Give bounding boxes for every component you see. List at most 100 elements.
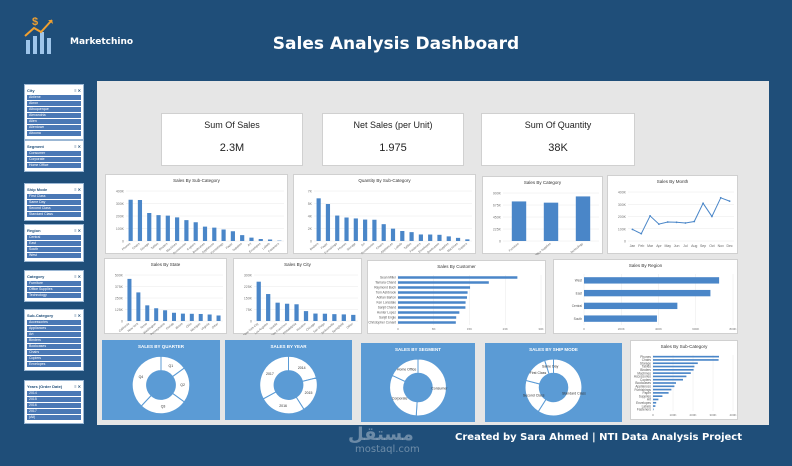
bar[interactable] [398, 296, 467, 299]
line-point[interactable] [702, 202, 704, 205]
chart-sales-by-year[interactable]: SALES BY YEAR 2014 2015 2016 2017 [225, 340, 352, 420]
bar[interactable] [351, 314, 356, 321]
chart-sales-by-quarter[interactable]: SALES BY QUARTER Q1 Q2 Q3 Q4 [102, 340, 220, 420]
slicer-item[interactable]: Same Day [27, 200, 81, 205]
bar[interactable] [216, 315, 221, 321]
line-point[interactable] [631, 228, 634, 231]
line-point[interactable] [711, 215, 713, 218]
slicer-item[interactable]: Central [27, 235, 81, 240]
bar[interactable] [653, 408, 654, 411]
bar[interactable] [156, 215, 161, 241]
bar[interactable] [584, 277, 720, 284]
slicer-item[interactable]: Envelopes [27, 362, 81, 367]
chart-sales-by-sub-category-horizontal[interactable]: Sales By Sub-Category 0 100K 200K 300K 400K Ph… [630, 340, 738, 420]
bar[interactable] [332, 314, 337, 321]
bar[interactable] [136, 292, 141, 321]
bar[interactable] [221, 229, 226, 242]
chart-sales-by-customer[interactable]: Sales By Customer 0 8K 15K 23K 30K Sean Miller… [367, 260, 546, 334]
line-point[interactable] [640, 232, 643, 235]
bar[interactable] [335, 215, 340, 241]
slicer-item[interactable]: Corporate [27, 157, 81, 162]
bar[interactable] [584, 315, 657, 322]
chart-sales-by-segment[interactable]: SALES BY SEGMENT Consumer Corporate Home Of… [361, 343, 475, 422]
bar[interactable] [653, 395, 663, 397]
bar[interactable] [275, 302, 280, 321]
chart-quantity-by-sub-category[interactable]: Quantity By Sub-Category 0 2K 4K 5K 7K Binders… [293, 174, 476, 255]
bar[interactable] [316, 198, 321, 241]
bar[interactable] [294, 304, 299, 321]
bar[interactable] [465, 239, 470, 241]
slicer-item[interactable]: Furniture [27, 281, 81, 286]
chart-sales-by-month[interactable]: Sales By Month 0 100K 200K 300K 400K Jan Feb Mar… [607, 175, 738, 254]
bar[interactable] [653, 382, 676, 384]
bar[interactable] [363, 219, 368, 241]
pie-slice[interactable] [131, 355, 162, 407]
bar[interactable] [184, 220, 189, 241]
bar[interactable] [455, 237, 461, 241]
bar[interactable] [180, 313, 185, 321]
filter-clear-icon[interactable]: ≡ ✕ [74, 274, 81, 279]
slicer-item[interactable]: Standard Class [27, 212, 81, 217]
bar[interactable] [341, 314, 346, 321]
pie-slice[interactable] [537, 358, 583, 417]
filter-clear-icon[interactable]: ≡ ✕ [74, 228, 81, 233]
bar[interactable] [653, 365, 695, 368]
line-point[interactable] [719, 196, 722, 199]
slicer-item[interactable]: Chairs [27, 350, 81, 355]
series-line[interactable] [632, 197, 730, 235]
filter-clear-icon[interactable]: ≡ ✕ [74, 313, 81, 318]
line-point[interactable] [684, 222, 687, 224]
bar[interactable] [198, 313, 203, 321]
chart-sales-by-category[interactable]: Sales By Category 0 225K 450K 675K 900K Furnit… [482, 176, 603, 258]
line-point[interactable] [658, 223, 660, 226]
bar[interactable] [284, 303, 290, 321]
slicer-item[interactable]: South [27, 247, 81, 252]
bar[interactable] [437, 234, 442, 241]
line-point[interactable] [666, 221, 669, 223]
bar[interactable] [128, 199, 133, 241]
filter-clear-icon[interactable]: ≡ ✕ [74, 384, 81, 389]
bar[interactable] [584, 302, 678, 310]
slicer-item[interactable]: Home Office [27, 163, 81, 168]
slicer-item[interactable]: East [27, 241, 81, 246]
bar[interactable] [398, 281, 489, 284]
slicer-item[interactable]: Allentown [27, 125, 81, 130]
bar[interactable] [171, 312, 177, 321]
slicer-item[interactable]: 2015 [27, 397, 81, 402]
slicer-item[interactable]: 2014 [27, 391, 81, 396]
bar[interactable] [398, 316, 457, 319]
chart-sales-by-city[interactable]: Sales By City 0 75K 150K 225K 300K New York Ci… [233, 258, 362, 337]
bar[interactable] [653, 378, 683, 381]
slicer-item[interactable]: Technology [27, 293, 81, 298]
bar[interactable] [428, 234, 433, 241]
bar[interactable] [207, 314, 212, 321]
bar[interactable] [163, 310, 168, 321]
slicer-item[interactable]: Bookcases [27, 344, 81, 349]
slicer-item[interactable]: Altoona [27, 131, 81, 136]
slicer-item[interactable]: Copiers [27, 356, 81, 361]
chart-sales-by-state[interactable]: Sales By State 0 125K 250K 375K 500K Californi… [104, 258, 227, 336]
slicer-item[interactable]: First Class [27, 194, 81, 199]
bar[interactable] [390, 228, 396, 241]
bar[interactable] [147, 213, 152, 241]
slicer-item[interactable]: Albuquerque [27, 107, 81, 112]
slicer-item[interactable]: Art [27, 332, 81, 337]
bar[interactable] [543, 202, 559, 241]
slicer-item[interactable]: 2017 [27, 409, 81, 414]
bar[interactable] [653, 355, 719, 358]
bar[interactable] [653, 385, 675, 388]
filter-clear-icon[interactable]: ≡ ✕ [74, 144, 81, 149]
bar[interactable] [249, 237, 254, 241]
bar[interactable] [175, 217, 180, 241]
bar[interactable] [344, 217, 349, 241]
filter-clear-icon[interactable]: ≡ ✕ [74, 187, 81, 192]
line-point[interactable] [675, 221, 678, 224]
pie-slice[interactable] [544, 358, 554, 375]
bar[interactable] [653, 401, 657, 404]
pie-slice[interactable] [391, 358, 419, 383]
bar[interactable] [154, 308, 159, 321]
slicer-item[interactable]: (All) [27, 415, 81, 420]
bar[interactable] [398, 291, 468, 294]
bar[interactable] [372, 219, 377, 241]
pie-slice[interactable] [259, 355, 289, 400]
